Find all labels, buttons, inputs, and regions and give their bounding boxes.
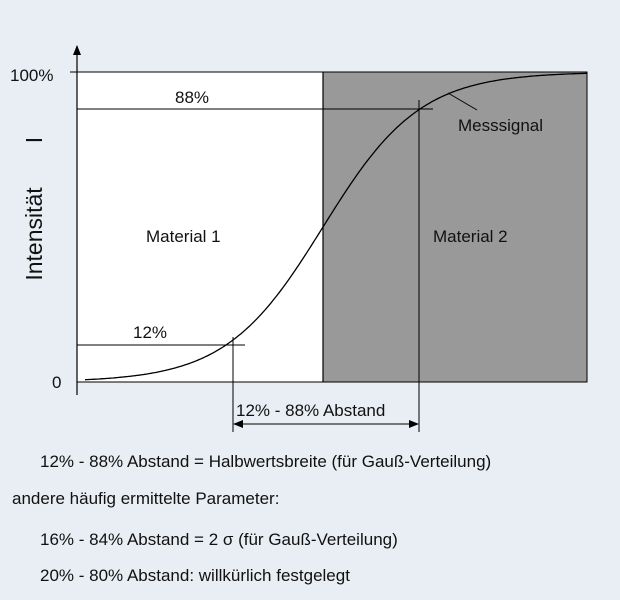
material-1-label: Material 1: [146, 227, 221, 246]
material-1-region: [77, 72, 323, 382]
label-12: 12%: [133, 323, 167, 342]
material-2-label: Material 2: [433, 227, 508, 246]
note-20-80: 20% - 80% Abstand: willkürlich festgeleg…: [40, 566, 350, 585]
note-halbwertsbreite: 12% - 88% Abstand = Halbwertsbreite (für…: [40, 452, 492, 471]
y-axis-title: Intensität: [21, 187, 47, 281]
note-parameters-heading: andere häufig ermittelte Parameter:: [12, 489, 280, 508]
y-top-label: 100%: [10, 66, 53, 85]
y-zero-label: 0: [52, 373, 61, 392]
note-16-84: 16% - 84% Abstand = 2 σ (für Gauß-Vertei…: [40, 530, 398, 549]
distance-label: 12% - 88% Abstand: [236, 401, 385, 420]
signal-leader-line: [447, 92, 478, 111]
signal-curve: [84, 72, 588, 381]
material-2-region: [322, 71, 588, 383]
y-axis-symbol: I: [21, 137, 47, 143]
label-88: 88%: [175, 88, 209, 107]
signal-label: Messsignal: [458, 116, 543, 135]
